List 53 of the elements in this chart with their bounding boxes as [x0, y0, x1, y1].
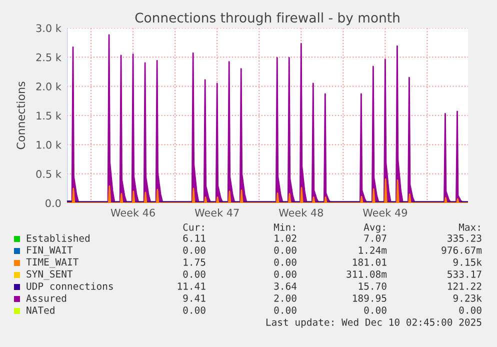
text: 15.70 — [358, 282, 386, 290]
x-tick-label: Week 48 — [278, 208, 323, 217]
text: 1.02 — [274, 234, 296, 242]
legend-label: SYN_SENT — [26, 270, 73, 280]
legend-label: NATed — [26, 306, 54, 314]
y-tick-label: 2.0 k — [36, 82, 62, 90]
chart-title: Connections through firewall - by month — [135, 12, 400, 26]
text: 189.95 — [353, 294, 386, 302]
text: 533.17 — [448, 270, 482, 278]
text: 3.64 — [274, 282, 297, 290]
text: 11.41 — [178, 282, 206, 290]
legend-label: UDP connections — [26, 282, 113, 290]
legend-label: Established — [26, 234, 90, 242]
text: 0.00 — [274, 306, 296, 314]
text: 121.22 — [448, 282, 482, 290]
text: 0.00 — [364, 306, 386, 314]
text: Max: — [458, 224, 480, 231]
text: 0.00 — [183, 246, 206, 254]
text: 2.00 — [274, 294, 296, 302]
text: 7.07 — [364, 234, 386, 242]
y-tick-label: 1.5 k — [36, 112, 62, 120]
x-tick-label: Week 47 — [194, 208, 239, 217]
legend-label: Assured — [26, 294, 66, 302]
text: 0.00 — [274, 246, 296, 254]
text: 181.01 — [353, 258, 386, 266]
text: 311.08m — [346, 270, 387, 278]
text: 6.11 — [183, 234, 206, 242]
text: 335.23 — [448, 234, 482, 242]
y-tick-label: 0.5 k — [36, 170, 62, 178]
text: 9.41 — [183, 294, 206, 302]
text: 9.23k — [453, 294, 482, 302]
text: 1.75 — [184, 258, 206, 266]
y-tick-label: 2.5 k — [36, 53, 62, 62]
y-tick-label: 0.0 — [46, 199, 61, 208]
legend-label: FIN_WAIT — [27, 246, 73, 256]
y-tick-label: 1.0 k — [36, 140, 62, 149]
text: 0.00 — [274, 270, 296, 278]
y-axis-title: Connections — [16, 82, 26, 150]
text: 0.00 — [459, 306, 482, 314]
text: Last update: Wed Dec 10 02:45:00 2025 — [266, 318, 482, 328]
text: 0.00 — [274, 258, 296, 266]
legend-label: TIME_WAIT — [26, 258, 78, 268]
text: 0.00 — [183, 306, 206, 314]
text: Avg: — [364, 224, 385, 233]
text: 9.15k — [453, 258, 482, 266]
text: Cur: — [183, 223, 204, 231]
text: 0.00 — [183, 270, 206, 278]
x-tick-label: Week 49 — [362, 208, 408, 217]
x-tick-label: Week 46 — [110, 208, 155, 217]
text: Min: — [274, 223, 295, 231]
text: 976.67m — [442, 246, 482, 254]
text: 1.24m — [358, 246, 387, 254]
y-tick-label: 3.0 k — [36, 24, 62, 32]
